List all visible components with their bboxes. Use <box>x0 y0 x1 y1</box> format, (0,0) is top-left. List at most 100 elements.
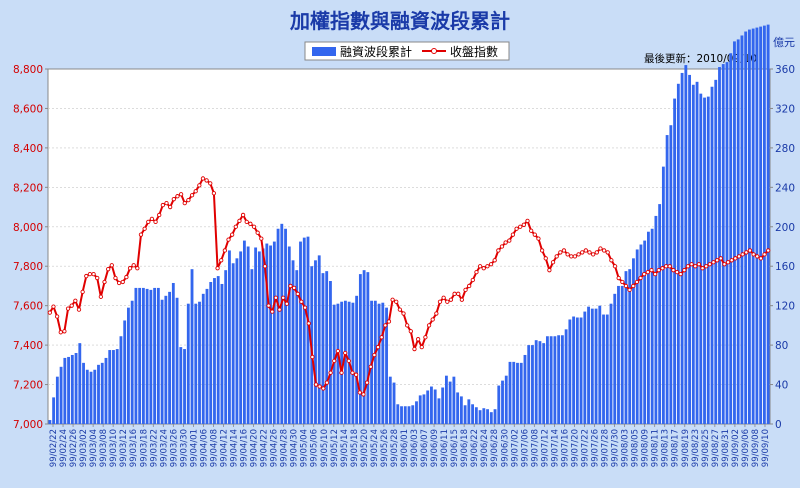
margin-bar <box>164 295 168 424</box>
index-point <box>674 269 680 275</box>
legend-label-line: 收盤指數 <box>450 44 498 59</box>
index-point <box>525 218 530 224</box>
left-tick-label: 8,000 <box>13 222 43 234</box>
index-point <box>383 323 388 328</box>
margin-bar <box>145 288 149 424</box>
margin-bar <box>224 270 228 424</box>
x-axis: 99/02/22 99/02/24 99/02/26 99/03/02 99/03/04… <box>49 424 771 467</box>
index-point <box>335 348 341 354</box>
index-point <box>631 283 636 289</box>
index-line-group <box>47 176 771 397</box>
index-point <box>295 291 300 296</box>
margin-bar <box>97 364 100 424</box>
index-point <box>54 314 60 319</box>
x-tick-label: 99/03/08 <box>99 429 109 467</box>
x-tick-label: 99/04/20 <box>250 429 260 467</box>
index-point <box>164 200 169 206</box>
margin-bar <box>669 125 673 425</box>
margin-bar <box>186 303 190 424</box>
x-tick-label: 99/08/09 <box>641 429 651 467</box>
index-point <box>583 248 588 253</box>
index-point <box>262 264 268 269</box>
margin-bar <box>220 283 224 424</box>
margin-bar <box>48 420 52 424</box>
margin-bar <box>392 382 396 424</box>
x-tick-label: 99/04/08 <box>209 429 219 467</box>
margin-bar <box>235 258 239 424</box>
index-point <box>405 323 410 328</box>
right-tick-label: 80 <box>775 340 788 352</box>
margin-bar <box>257 251 261 424</box>
margin-bar <box>85 369 89 424</box>
index-point <box>733 256 738 261</box>
x-tick-label: 99/06/22 <box>470 429 480 467</box>
margin-bar <box>617 285 620 424</box>
margin-bar <box>160 299 164 424</box>
index-point <box>273 295 279 300</box>
margin-bar <box>433 389 437 424</box>
margin-bar <box>287 246 291 424</box>
x-tick-label: 99/06/11 <box>440 429 450 467</box>
index-point <box>671 268 676 273</box>
margin-bar <box>362 270 366 424</box>
x-tick-label: 99/04/01 <box>189 429 199 467</box>
plot-area <box>47 68 771 425</box>
left-tick-label: 7,200 <box>13 380 43 392</box>
index-point <box>423 335 428 340</box>
x-tick-label: 99/03/12 <box>119 429 129 467</box>
margin-bar <box>422 394 426 424</box>
index-point <box>379 335 384 340</box>
index-point <box>62 329 67 334</box>
x-tick-label: 99/05/26 <box>380 429 390 467</box>
index-point <box>102 279 107 285</box>
margin-bar <box>52 397 56 425</box>
margin-bar <box>239 251 243 424</box>
margin-bar <box>171 282 175 424</box>
margin-bar <box>755 27 759 425</box>
margin-bar <box>67 356 70 424</box>
index-point <box>430 317 435 322</box>
right-tick-label: 160 <box>775 261 795 273</box>
margin-bar <box>269 245 272 424</box>
margin-bar <box>710 86 714 424</box>
index-point <box>685 264 691 269</box>
x-tick-label: 99/07/28 <box>601 429 611 467</box>
margin-bar <box>280 223 284 424</box>
margin-bar <box>261 248 265 424</box>
margin-bar <box>246 246 250 424</box>
index-point <box>543 256 548 261</box>
x-tick-label: 99/05/06 <box>310 429 320 467</box>
margin-bar <box>482 408 486 424</box>
index-point <box>211 191 217 196</box>
margin-bar <box>594 308 598 425</box>
margin-bar <box>119 336 123 424</box>
margin-bar <box>149 289 153 424</box>
margin-bar <box>59 366 63 424</box>
margin-bar <box>291 260 295 424</box>
margin-bar <box>104 357 108 424</box>
index-point <box>445 299 450 304</box>
index-point <box>175 194 180 199</box>
margin-bar <box>373 300 377 424</box>
margin-bar <box>691 84 695 424</box>
index-point <box>481 266 486 271</box>
margin-bar <box>254 247 258 424</box>
index-point <box>412 346 417 352</box>
index-point <box>550 260 556 265</box>
margin-bar <box>385 307 388 424</box>
margin-bar <box>598 305 602 424</box>
index-point <box>339 370 344 375</box>
index-point <box>660 266 665 271</box>
margin-bar <box>209 282 213 424</box>
margin-bar <box>228 250 231 424</box>
margin-bar <box>635 249 639 424</box>
left-tick-label: 8,200 <box>13 182 43 194</box>
index-point <box>612 264 618 269</box>
margin-bar <box>572 316 576 424</box>
index-point <box>711 260 716 265</box>
margin-bar <box>680 72 684 424</box>
margin-bar <box>100 362 104 424</box>
margin-bar <box>284 228 287 424</box>
x-tick-label: 99/04/14 <box>230 429 240 467</box>
index-point <box>467 283 472 289</box>
